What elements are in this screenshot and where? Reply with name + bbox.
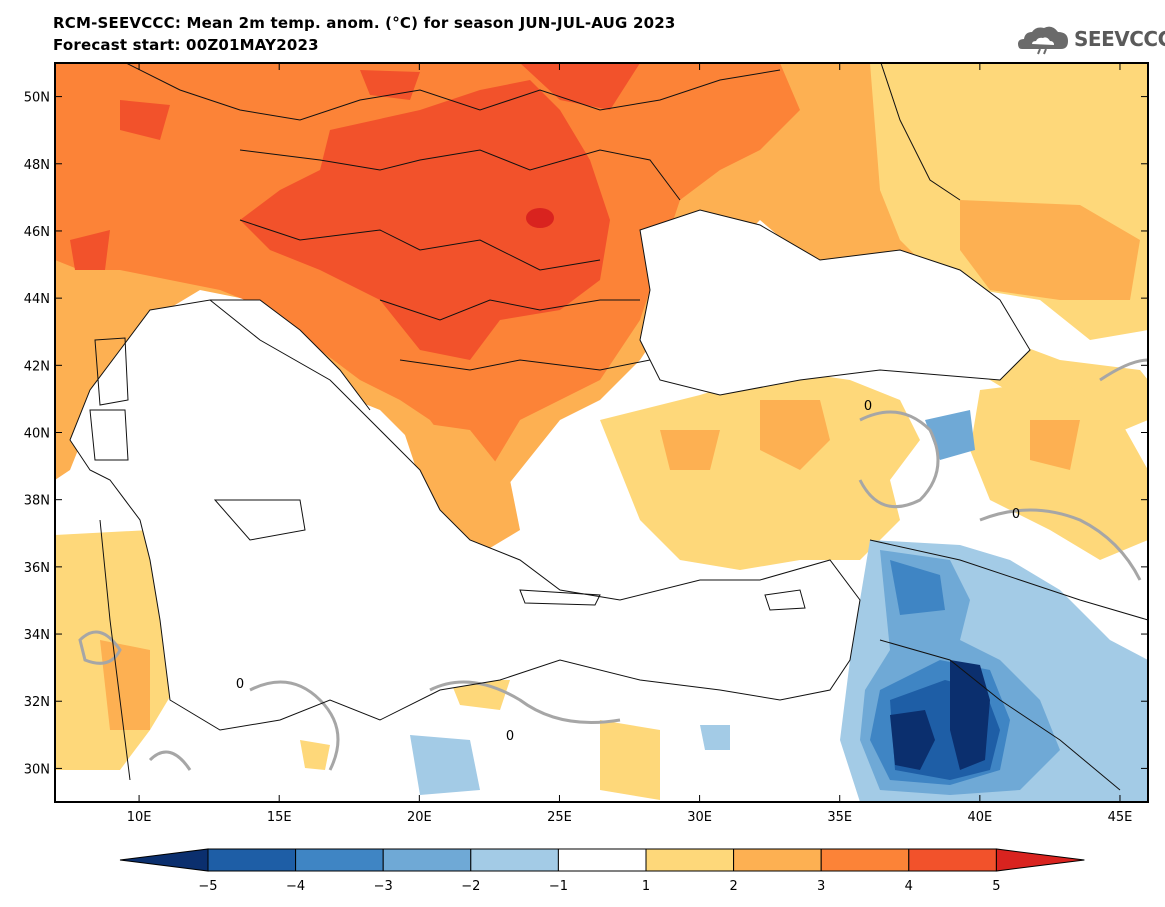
colorbar-segment xyxy=(820,848,910,872)
lat-tick-label: 48N xyxy=(24,158,50,173)
contour-label: 0 xyxy=(506,729,514,744)
lat-tick-label: 50N xyxy=(24,91,50,106)
lat-tick-label: 30N xyxy=(24,762,50,777)
colorbar-segment xyxy=(733,848,822,872)
contour-label: 0 xyxy=(236,677,244,692)
colorbar-label: −4 xyxy=(286,879,305,894)
colorbar-label: 3 xyxy=(817,879,825,894)
black-sea xyxy=(640,210,1030,395)
lon-tick-label: 40E xyxy=(967,810,992,825)
contour-label: 0 xyxy=(864,399,872,414)
anomaly-region-m3-m4 xyxy=(890,560,945,615)
lon-tick-label: 35E xyxy=(827,810,852,825)
colorbar-label: −2 xyxy=(461,879,480,894)
anomaly-region-5-plus xyxy=(526,208,554,228)
lat-tick-label: 38N xyxy=(24,494,50,509)
coastlines xyxy=(69,63,1148,791)
lat-tick-label: 42N xyxy=(24,359,50,374)
contour-label: 0 xyxy=(1012,507,1020,522)
colorbar-label: 2 xyxy=(729,879,737,894)
colorbar-label: 5 xyxy=(992,879,1000,894)
colorbar-segment xyxy=(295,848,384,872)
lon-tick-label: 45E xyxy=(1108,810,1133,825)
colorbar-segment xyxy=(557,848,647,872)
colorbar-high-triangle xyxy=(995,848,1085,872)
logo-text: SEEVCCC xyxy=(1074,27,1165,51)
anomaly-region-below-m5 xyxy=(890,710,935,770)
colorbar-segment xyxy=(382,848,472,872)
lat-tick-label: 36N xyxy=(24,561,50,576)
colorbar-label: −1 xyxy=(549,879,568,894)
colorbar-label: 1 xyxy=(642,879,650,894)
colorbar-segment xyxy=(908,848,997,872)
colorbar-label: 4 xyxy=(905,879,913,894)
lon-tick-label: 15E xyxy=(267,810,292,825)
colorbar: −5 −4 −3 −2 −1 1 2 3 4 5 xyxy=(119,848,1085,894)
colorbar-segment xyxy=(470,848,559,872)
lat-tick-label: 40N xyxy=(24,427,50,442)
cloud-logo-icon xyxy=(1018,26,1068,55)
colorbar-label: −5 xyxy=(198,879,217,894)
colorbar-segment xyxy=(207,848,297,872)
colorbar-segment xyxy=(645,848,735,872)
map-title: RCM-SEEVCCC: Mean 2m temp. anom. (°C) fo… xyxy=(53,14,676,32)
zero-contours xyxy=(78,358,1148,771)
lon-tick-label: 30E xyxy=(687,810,712,825)
lat-tick-label: 32N xyxy=(24,695,50,710)
lon-tick-label: 10E xyxy=(127,810,152,825)
forecast-start-label: Forecast start: 00Z01MAY2023 xyxy=(53,36,319,54)
lat-tick-label: 34N xyxy=(24,628,50,643)
colorbar-label: −3 xyxy=(374,879,393,894)
lat-tick-label: 44N xyxy=(24,292,50,307)
lat-tick-label: 46N xyxy=(24,225,50,240)
anomaly-fill-layer xyxy=(55,63,1148,802)
mediterranean-sea xyxy=(70,300,860,730)
lon-tick-label: 20E xyxy=(407,810,432,825)
colorbar-low-triangle xyxy=(119,848,209,872)
anomaly-region-4-5 xyxy=(240,80,610,360)
axis-ticks: 10E 15E 20E 25E 30E 35E 40E 45E 50N 48N 46N 44N 42N 4… xyxy=(24,63,1148,825)
lon-tick-label: 25E xyxy=(547,810,572,825)
